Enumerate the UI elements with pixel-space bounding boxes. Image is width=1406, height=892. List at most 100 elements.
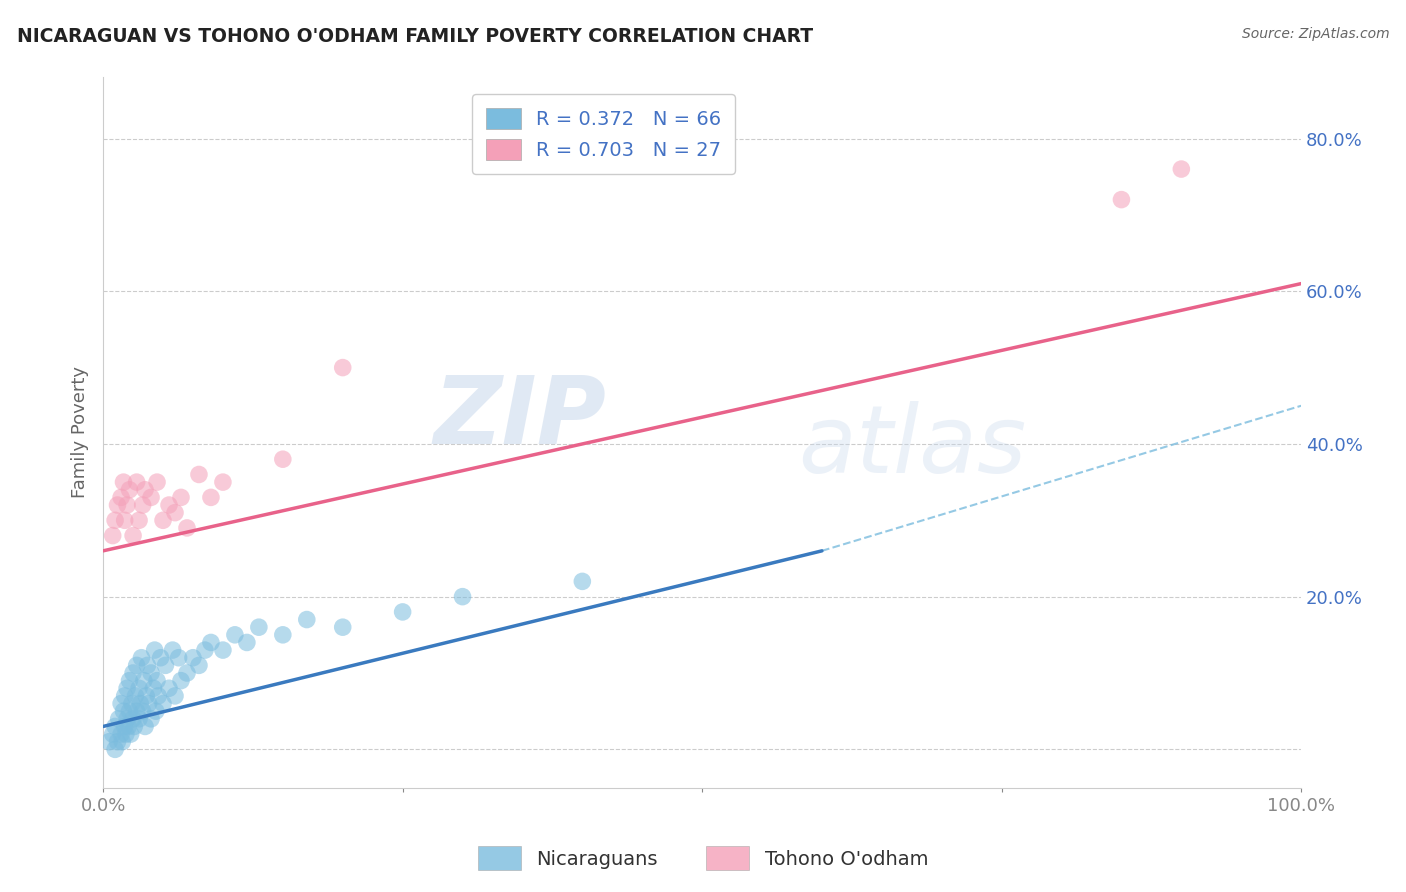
Point [194, 643, 217, 657]
Point [110, 727, 132, 741]
Legend: Nicaraguans, Tohono O'odham: Nicaraguans, Tohono O'odham [470, 838, 936, 878]
Point [128, 712, 150, 726]
Point [115, 712, 138, 726]
Point [167, 650, 190, 665]
Point [188, 467, 211, 482]
Text: NICARAGUAN VS TOHONO O'ODHAM FAMILY POVERTY CORRELATION CHART: NICARAGUAN VS TOHONO O'ODHAM FAMILY POVE… [17, 27, 813, 45]
Point [149, 650, 172, 665]
Point [170, 491, 193, 505]
Point [236, 635, 259, 649]
Point [170, 673, 193, 688]
Point [200, 491, 222, 505]
Point [110, 491, 132, 505]
Point [138, 697, 160, 711]
Point [117, 719, 139, 733]
Point [107, 735, 129, 749]
Point [139, 712, 162, 726]
Point [134, 719, 156, 733]
Point [114, 689, 136, 703]
Point [152, 513, 174, 527]
Point [107, 712, 129, 726]
Point [139, 665, 162, 680]
Point [451, 590, 474, 604]
Point [163, 506, 186, 520]
Point [131, 498, 153, 512]
Point [114, 719, 136, 733]
Point [122, 665, 145, 680]
Point [247, 620, 270, 634]
Point [152, 697, 174, 711]
Point [125, 475, 148, 489]
Point [131, 704, 153, 718]
Point [104, 513, 127, 527]
Point [128, 513, 150, 527]
Point [224, 628, 246, 642]
Y-axis label: Family Poverty: Family Poverty [72, 367, 89, 499]
Point [176, 521, 198, 535]
Point [115, 498, 138, 512]
Point [143, 643, 166, 657]
Point [124, 689, 146, 703]
Point [332, 620, 354, 634]
Point [128, 681, 150, 696]
Point [125, 704, 148, 718]
Point [1170, 162, 1192, 177]
Point [110, 697, 132, 711]
Point [124, 719, 146, 733]
Point [571, 574, 593, 589]
Point [125, 658, 148, 673]
Point [146, 673, 169, 688]
Point [118, 704, 141, 718]
Point [1111, 193, 1133, 207]
Point [295, 613, 318, 627]
Point [162, 643, 184, 657]
Point [115, 727, 138, 741]
Point [101, 727, 124, 741]
Point [181, 650, 204, 665]
Point [200, 635, 222, 649]
Point [271, 452, 294, 467]
Point [132, 673, 155, 688]
Point [101, 528, 124, 542]
Point [129, 697, 152, 711]
Point [139, 491, 162, 505]
Point [145, 704, 167, 718]
Text: Source: ZipAtlas.com: Source: ZipAtlas.com [1241, 27, 1389, 41]
Point [135, 689, 157, 703]
Point [212, 475, 235, 489]
Point [114, 513, 136, 527]
Point [134, 483, 156, 497]
Point [111, 735, 134, 749]
Point [122, 528, 145, 542]
Point [115, 681, 138, 696]
Point [146, 475, 169, 489]
Point [104, 719, 127, 733]
Point [118, 673, 141, 688]
Point [136, 658, 159, 673]
Point [157, 498, 180, 512]
Point [131, 650, 153, 665]
Point [157, 681, 180, 696]
Point [163, 689, 186, 703]
Point [391, 605, 413, 619]
Point [212, 643, 235, 657]
Point [107, 498, 129, 512]
Point [271, 628, 294, 642]
Point [98, 735, 121, 749]
Point [142, 681, 165, 696]
Point [155, 658, 177, 673]
Point [104, 742, 127, 756]
Point [121, 697, 143, 711]
Point [332, 360, 354, 375]
Legend: R = 0.372   N = 66, R = 0.703   N = 27: R = 0.372 N = 66, R = 0.703 N = 27 [472, 95, 735, 174]
Point [148, 689, 170, 703]
Point [112, 475, 135, 489]
Point [120, 727, 142, 741]
Text: ZIP: ZIP [433, 372, 606, 464]
Point [188, 658, 211, 673]
Point [176, 665, 198, 680]
Point [118, 483, 141, 497]
Point [122, 712, 145, 726]
Text: atlas: atlas [799, 401, 1026, 492]
Point [112, 704, 135, 718]
